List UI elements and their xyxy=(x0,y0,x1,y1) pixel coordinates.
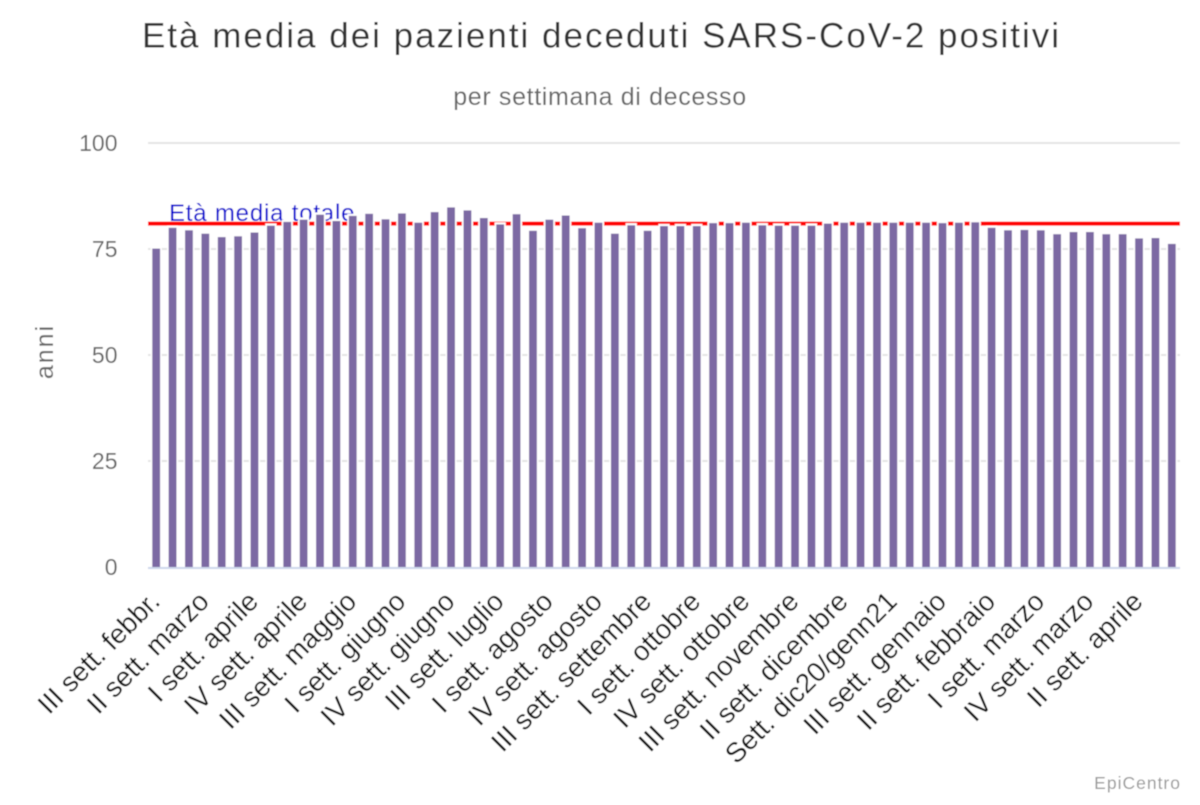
svg-text:0: 0 xyxy=(105,554,118,580)
svg-text:EpiCentro: EpiCentro xyxy=(1094,773,1181,793)
svg-text:50: 50 xyxy=(92,342,118,368)
svg-text:100: 100 xyxy=(79,130,117,156)
svg-text:per settimana di decesso: per settimana di decesso xyxy=(453,83,747,111)
svg-text:Età media dei pazienti decedut: Età media dei pazienti deceduti SARS-CoV… xyxy=(142,17,1061,56)
svg-text:75: 75 xyxy=(92,236,118,262)
svg-text:25: 25 xyxy=(92,448,118,474)
svg-text:anni: anni xyxy=(31,324,59,379)
